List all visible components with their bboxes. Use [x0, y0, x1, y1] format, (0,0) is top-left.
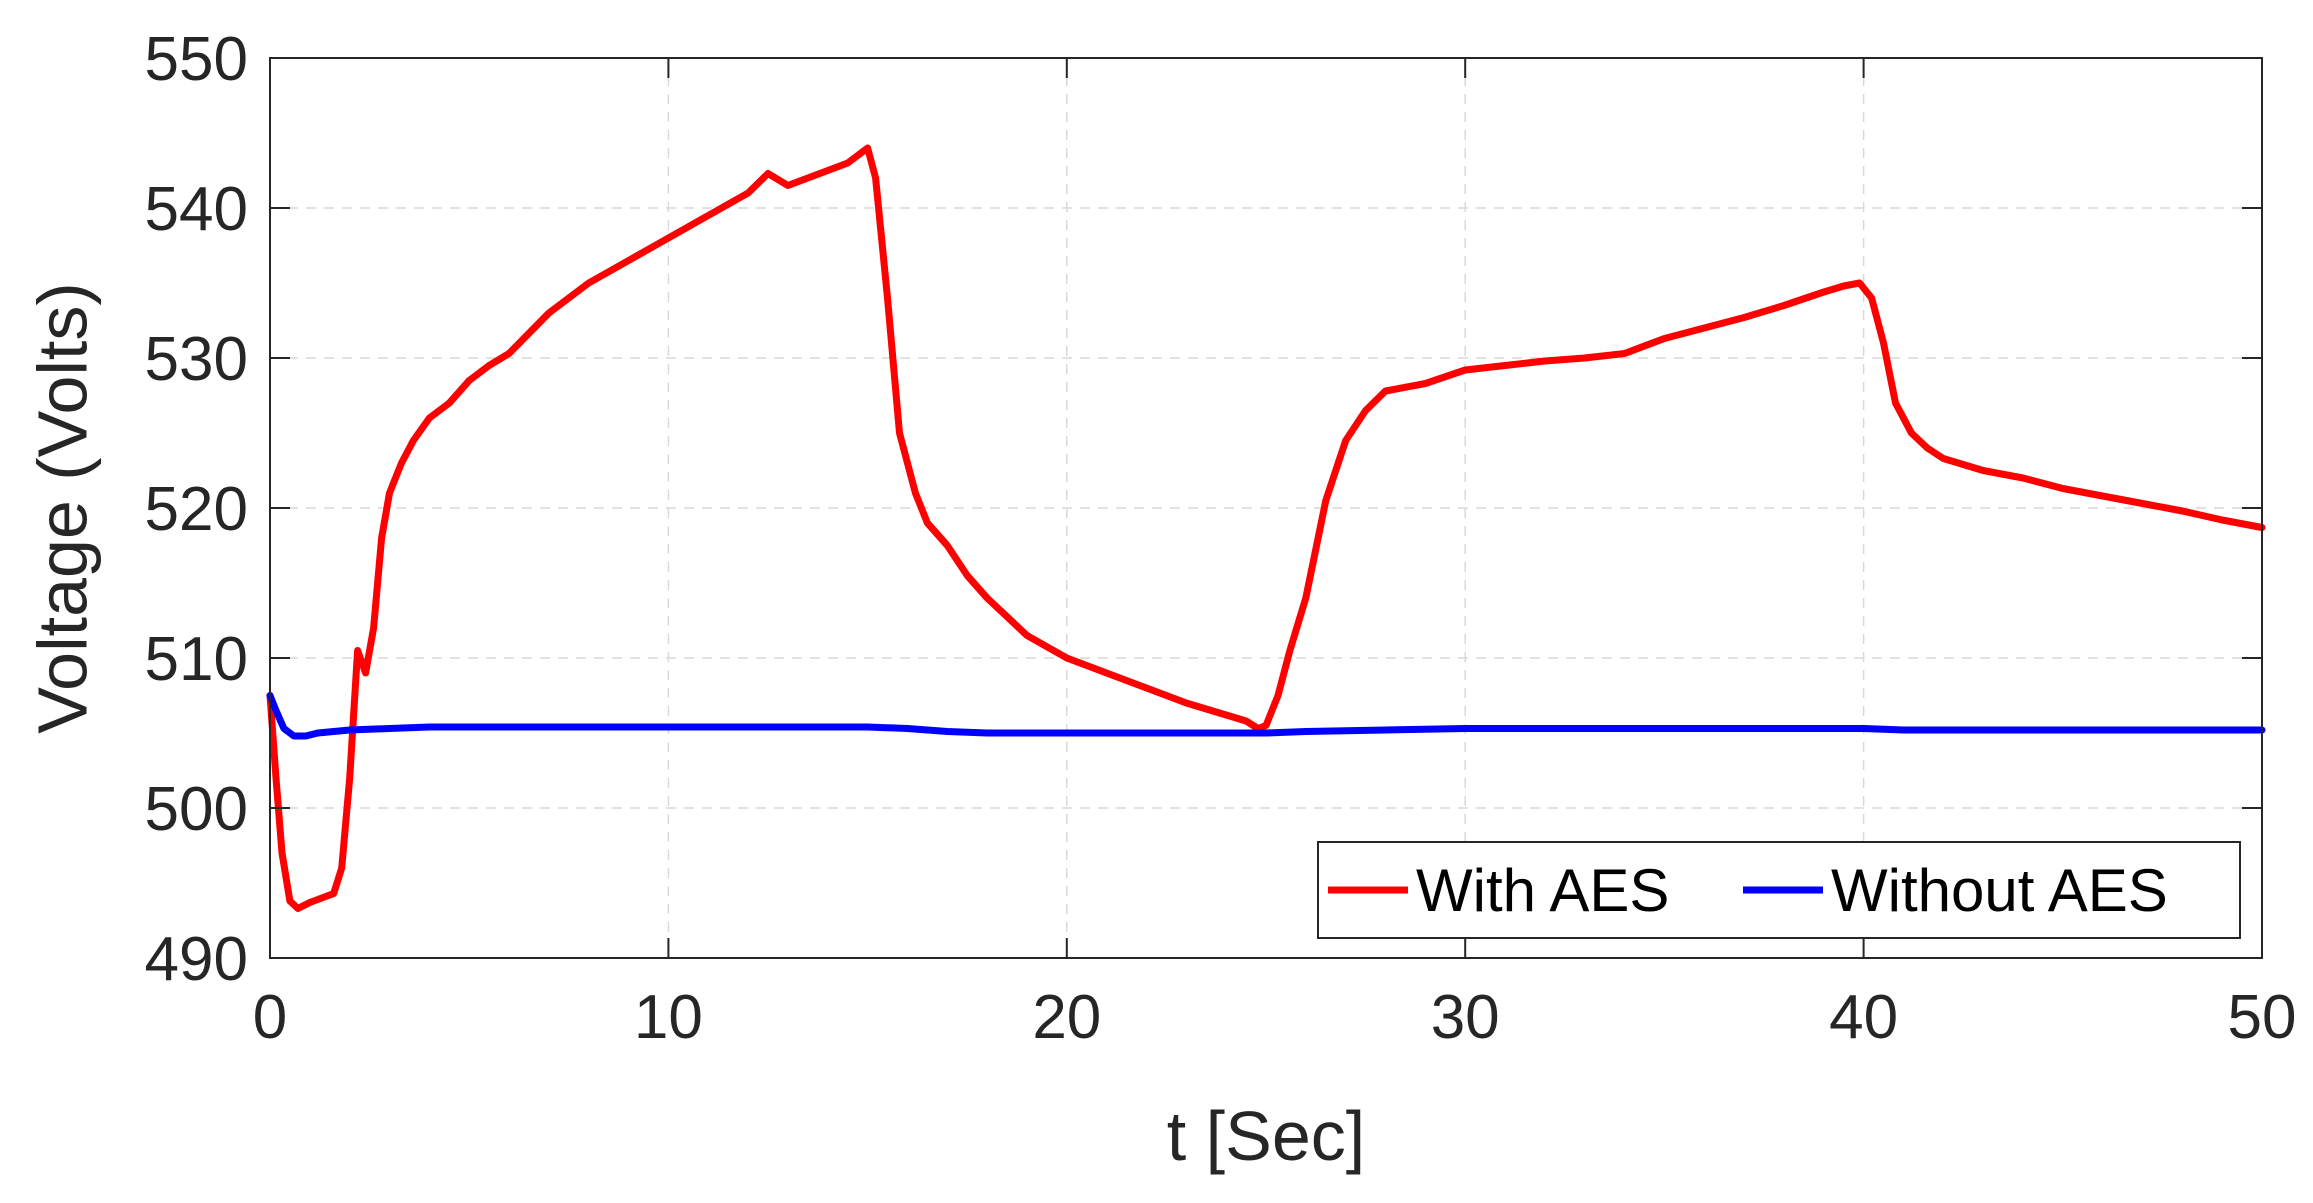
y-tick-label: 530 [145, 325, 248, 394]
y-tick-label: 490 [145, 925, 248, 994]
y-tick-label: 500 [145, 775, 248, 844]
tick-labels: 0 10 20 30 40 50 490 500 510 520 530 540 550 [145, 25, 2297, 1052]
x-tick-label: 20 [1032, 983, 1101, 1052]
x-tick-label: 30 [1431, 983, 1500, 1052]
x-tick-label: 0 [253, 983, 287, 1052]
series-line-without-aes [266, 692, 2266, 740]
y-tick-label: 540 [145, 175, 248, 244]
series-layer [266, 144, 2266, 912]
y-axis-label: Voltage (Volts) [23, 282, 101, 733]
x-tick-label: 40 [1829, 983, 1898, 1052]
legend-label-with-aes: With AES [1416, 857, 1669, 924]
legend-label-without-aes: Without AES [1831, 857, 2168, 924]
legend: With AES Without AES [1317, 841, 2241, 939]
axis-ticks [269, 57, 2263, 959]
y-tick-label: 520 [145, 475, 248, 544]
series-line-with-aes [266, 144, 2266, 912]
y-tick-label: 510 [145, 625, 248, 694]
x-axis-label: t [Sec] [1167, 1097, 1365, 1175]
y-tick-label: 550 [145, 25, 248, 94]
x-tick-label: 10 [634, 983, 703, 1052]
x-tick-label: 50 [2228, 983, 2297, 1052]
grid-lines [270, 58, 2262, 958]
